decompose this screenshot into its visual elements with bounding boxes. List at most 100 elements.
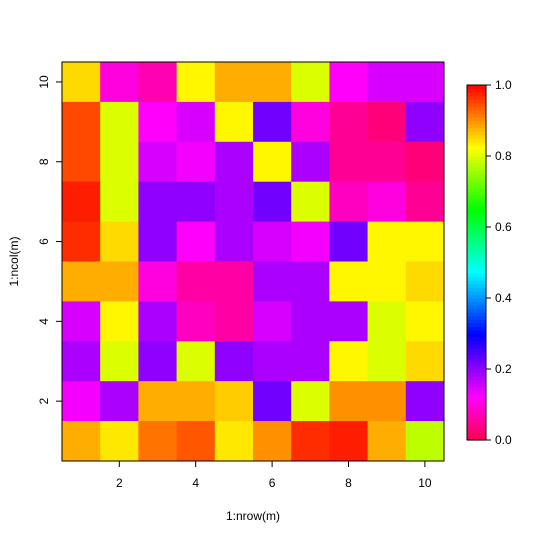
colorbar-tick-label: 1.0 — [495, 78, 512, 92]
heatmap-cell — [138, 62, 178, 103]
heatmap-cell — [405, 261, 445, 302]
heatmap-cell — [291, 341, 330, 382]
heatmap-cell — [253, 62, 292, 103]
colorbar-segment — [467, 337, 486, 342]
heatmap-cell — [214, 141, 254, 183]
colorbar-segment — [467, 145, 486, 150]
colorbar-tick-label: 0.0 — [495, 433, 512, 447]
colorbar-segment — [467, 404, 486, 409]
colorbar-segment — [467, 354, 486, 359]
colorbar-segment — [467, 138, 486, 143]
colorbar-segment — [467, 273, 486, 278]
heatmap-cell — [405, 301, 445, 342]
heatmap-cell — [291, 181, 330, 223]
colorbar-segment — [467, 106, 486, 111]
heatmap-cell — [405, 421, 445, 462]
colorbar-segment — [467, 379, 486, 384]
colorbar-tick-label: 0.8 — [495, 149, 512, 163]
heatmap-cell — [100, 62, 139, 103]
colorbar-segment — [467, 216, 486, 221]
colorbar-segment — [467, 415, 486, 420]
heatmap-cell — [214, 261, 254, 302]
colorbar-segment — [467, 429, 486, 434]
colorbar-segment — [467, 85, 486, 90]
colorbar-segment — [467, 109, 486, 114]
colorbar-segment — [467, 340, 486, 345]
heatmap-cell — [62, 101, 101, 143]
colorbar-segment — [467, 202, 486, 207]
colorbar-frame — [466, 84, 487, 441]
colorbar-segment — [467, 173, 486, 178]
heatmap-cell — [176, 101, 216, 143]
heatmap-cell — [253, 421, 292, 462]
colorbar-segment — [467, 99, 486, 104]
heatmap-cell — [367, 261, 407, 302]
colorbar-segment — [467, 301, 486, 306]
colorbar-segment — [467, 351, 486, 356]
heatmap-cell — [329, 421, 369, 462]
heatmap-cell — [291, 301, 330, 342]
colorbar-segment — [467, 329, 486, 335]
heatmap-cell — [367, 381, 407, 422]
heatmap-cell — [100, 341, 139, 382]
y-tick-label: 4 — [37, 318, 51, 325]
heatmap-cell — [367, 221, 407, 262]
heatmap-cell — [291, 62, 330, 103]
colorbar-segment — [467, 258, 486, 264]
y-tick-label: 8 — [37, 158, 51, 165]
heatmap-cell — [329, 381, 369, 422]
heatmap-cell — [405, 141, 445, 183]
colorbar-segment — [467, 312, 486, 317]
x-axis: 2 4 6 8 10 — [116, 461, 432, 490]
colorbar-segment — [467, 280, 486, 285]
heatmap-cell — [214, 181, 254, 223]
heatmap-cell — [62, 301, 101, 342]
colorbar-segment — [467, 244, 486, 249]
colorbar-segment — [467, 223, 486, 228]
colorbar-segment — [467, 251, 486, 256]
colorbar-segment — [467, 376, 486, 381]
colorbar: 0.0 0.2 0.4 0.6 0.8 1.0 — [466, 78, 512, 447]
heatmap-cell — [367, 62, 407, 103]
y-axis: 2 4 6 8 10 — [37, 75, 62, 404]
heatmap-cell — [329, 221, 369, 262]
colorbar-segment — [467, 170, 486, 175]
heatmap-cell — [176, 381, 216, 422]
colorbar-segment — [467, 209, 486, 214]
heatmap-cell — [100, 421, 139, 462]
colorbar-segment — [467, 298, 486, 303]
colorbar-segment — [467, 383, 486, 388]
colorbar-segment — [467, 319, 486, 324]
colorbar-segment — [467, 134, 486, 139]
colorbar-segment — [467, 358, 486, 363]
heatmap-cell — [176, 62, 216, 103]
colorbar-segment — [467, 408, 486, 413]
heatmap-cell — [405, 341, 445, 382]
heatmap-cell — [138, 421, 178, 462]
heatmap-cell — [214, 381, 254, 422]
colorbar-segment — [467, 326, 486, 331]
heatmap-cell — [329, 261, 369, 302]
heatmap-cell — [329, 341, 369, 382]
heatmap-cell — [291, 101, 330, 143]
colorbar-segment — [467, 159, 486, 164]
colorbar-segment — [467, 212, 486, 217]
heatmap-cell — [405, 101, 445, 143]
heatmap-cell — [100, 141, 139, 183]
colorbar-segment — [467, 344, 486, 349]
colorbar-segment — [467, 95, 486, 100]
colorbar-segment — [467, 198, 486, 203]
colorbar-segment — [467, 234, 486, 239]
colorbar-segment — [467, 369, 486, 374]
x-tick-label: 6 — [269, 476, 276, 490]
heatmap-cell — [176, 301, 216, 342]
heatmap-cell — [367, 141, 407, 183]
colorbar-segment — [467, 290, 486, 296]
colorbar-segment — [467, 92, 486, 97]
heatmap-cell — [62, 221, 101, 262]
heatmap-cell — [367, 301, 407, 342]
heatmap-cell — [176, 221, 216, 262]
heatmap-cell — [367, 341, 407, 382]
colorbar-segment — [467, 184, 486, 189]
